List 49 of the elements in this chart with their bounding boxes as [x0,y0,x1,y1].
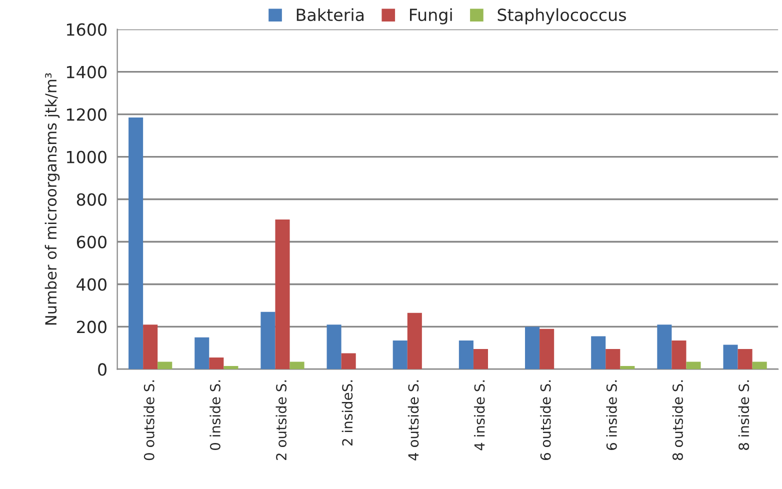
x-tick-label: 8 outside S. [672,380,683,460]
bar [143,324,158,370]
bar [290,362,304,370]
bar [341,353,356,370]
bar [326,324,342,370]
bar [209,358,224,370]
bar [686,362,701,370]
bar [407,312,422,370]
legend-label: Staphylococcus [498,8,626,24]
bar [657,324,672,370]
bar [473,349,488,370]
x-tick-label: 0 outside S. [144,380,154,460]
y-tick-label: 1400 [66,66,106,78]
y-tick-label: 800 [76,193,106,206]
bar [158,362,172,370]
x-tick-label: 2 outside S. [276,380,287,460]
bar [540,328,554,370]
y-tick-label: 1200 [66,108,106,121]
bar [525,326,540,370]
x-tick-label: 2 insideS. [342,380,353,446]
bar [128,117,144,370]
y-tick-label: 400 [76,278,106,291]
y-tick-label: 0 [98,363,106,376]
bar [392,340,408,370]
x-tick-label: 8 inside S. [738,380,750,450]
bar [591,336,606,370]
y-tick-label: 1600 [66,23,106,36]
bar [606,349,620,370]
x-tick-label: 4 outside S. [408,380,419,460]
y-tick-label: 600 [76,236,106,248]
bar [752,362,767,370]
bar [723,344,738,370]
y-axis-title: Number of microorgansms jtk/m³ [44,73,60,325]
bar [260,312,276,370]
x-tick-label: 6 inside S. [606,380,617,450]
bar [224,366,238,370]
bar [458,340,474,370]
x-tick-label: 4 inside S. [474,380,485,450]
bar [738,349,752,370]
y-tick-label: 1000 [66,150,106,164]
y-tick-label: 200 [76,320,106,334]
bar [620,366,635,370]
x-tick-label: 6 outside S. [540,380,551,460]
bar [275,219,290,370]
bar [672,340,686,370]
legend-label: Fungi [410,8,452,24]
x-tick-label: 0 inside S. [210,380,220,450]
legend-label: Bakteria [296,8,364,22]
bar [194,337,210,370]
